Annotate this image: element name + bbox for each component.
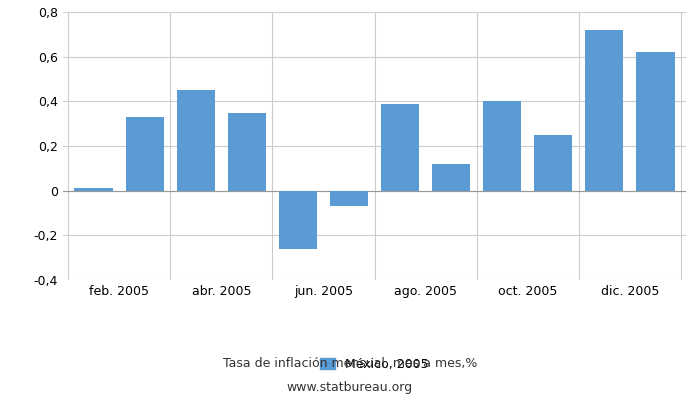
- Bar: [279, 191, 317, 249]
- Legend: México, 2005: México, 2005: [315, 352, 434, 376]
- Bar: [585, 30, 624, 191]
- Bar: [534, 135, 573, 191]
- Bar: [228, 112, 266, 191]
- Bar: [125, 117, 164, 191]
- Bar: [74, 188, 113, 191]
- Bar: [330, 191, 368, 206]
- Text: Tasa de inflación mensual, mes a mes,%: Tasa de inflación mensual, mes a mes,%: [223, 358, 477, 370]
- Bar: [176, 90, 215, 191]
- Text: www.statbureau.org: www.statbureau.org: [287, 382, 413, 394]
- Bar: [483, 101, 522, 191]
- Bar: [432, 164, 470, 191]
- Bar: [636, 52, 675, 191]
- Bar: [381, 104, 419, 191]
